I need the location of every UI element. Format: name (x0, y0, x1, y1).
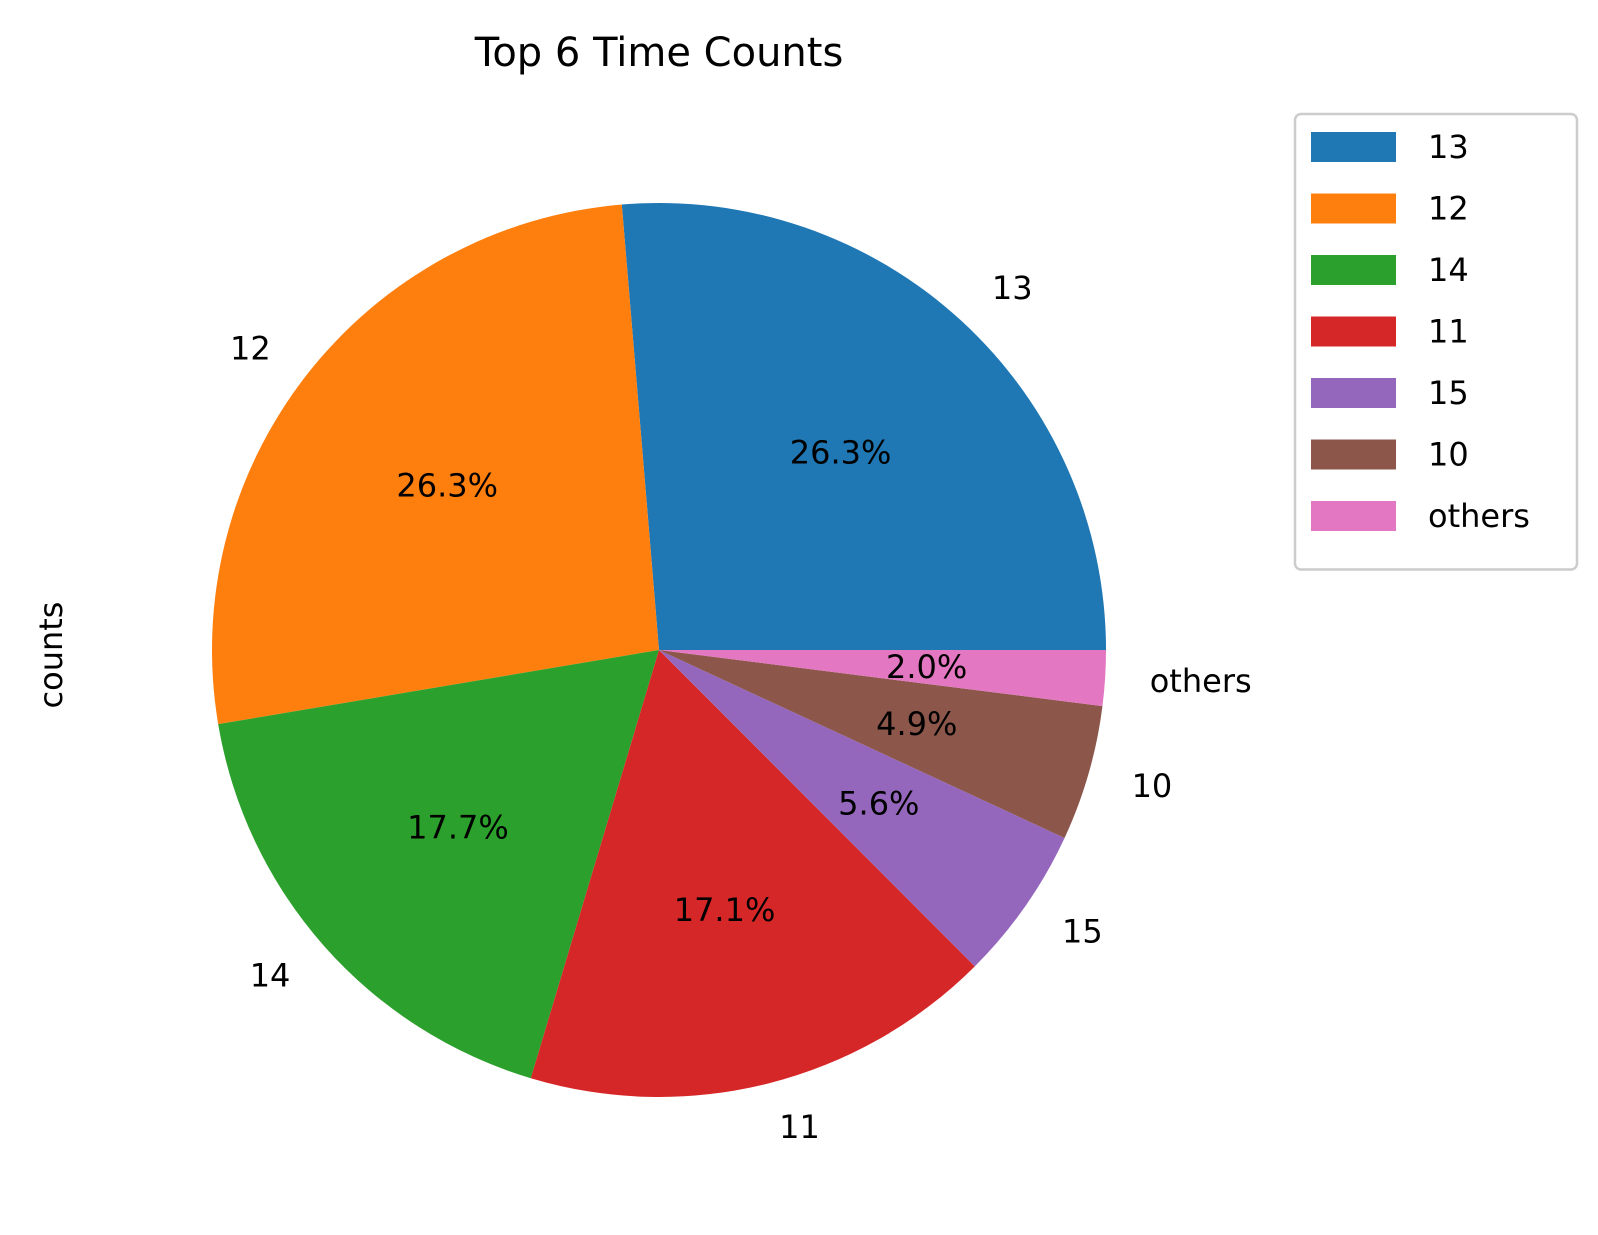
legend-label-11: 11 (1428, 313, 1469, 351)
legend-label-others: others (1428, 497, 1530, 535)
slice-percent-15: 5.6% (838, 785, 919, 823)
slice-percent-10: 4.9% (876, 705, 957, 743)
y-axis-label: counts (32, 602, 70, 709)
chart-title: Top 6 Time Counts (474, 30, 844, 76)
pie-slice-11 (530, 650, 975, 1098)
legend-swatch-14 (1311, 255, 1396, 285)
legend-swatch-others (1311, 501, 1396, 531)
slice-label-13: 13 (992, 269, 1033, 307)
pie-slice-14 (218, 650, 659, 1079)
slice-percent-12: 26.3% (396, 466, 498, 504)
slice-percent-11: 17.1% (674, 891, 776, 929)
legend-swatch-13 (1311, 132, 1396, 162)
legend-swatch-11 (1311, 316, 1396, 347)
slice-label-others: others (1150, 662, 1252, 700)
slice-label-12: 12 (230, 329, 271, 367)
pie-slice-10 (659, 650, 1103, 838)
slice-percent-14: 17.7% (407, 809, 509, 847)
pie-percent-labels: 26.3% 26.3% 17.7% 17.1% 5.6% 4.9% 2.0% (396, 434, 967, 929)
legend-label-10: 10 (1428, 436, 1469, 474)
slice-label-11: 11 (779, 1108, 820, 1146)
slice-label-10: 10 (1132, 767, 1173, 805)
pie-labels: 13 12 14 11 15 10 others (230, 269, 1252, 1146)
slice-label-15: 15 (1062, 913, 1103, 951)
legend-label-12: 12 (1428, 190, 1469, 228)
slice-percent-13: 26.3% (790, 434, 892, 472)
legend-label-15: 15 (1428, 374, 1469, 412)
legend-swatch-10 (1311, 439, 1396, 470)
slice-label-14: 14 (250, 956, 291, 994)
pie-slices (211, 202, 1106, 1098)
legend-swatch-12 (1311, 193, 1396, 224)
pie-slice-others (659, 650, 1106, 707)
legend-label-13: 13 (1428, 128, 1469, 166)
pie-slice-13 (621, 202, 1106, 650)
pie-slice-15 (659, 650, 1065, 967)
pie-slice-12 (211, 204, 660, 725)
slice-percent-others: 2.0% (886, 648, 967, 686)
legend-swatch-15 (1311, 378, 1396, 408)
legend-label-14: 14 (1428, 251, 1469, 289)
legend: 13 12 14 11 15 10 others (1293, 112, 1579, 571)
